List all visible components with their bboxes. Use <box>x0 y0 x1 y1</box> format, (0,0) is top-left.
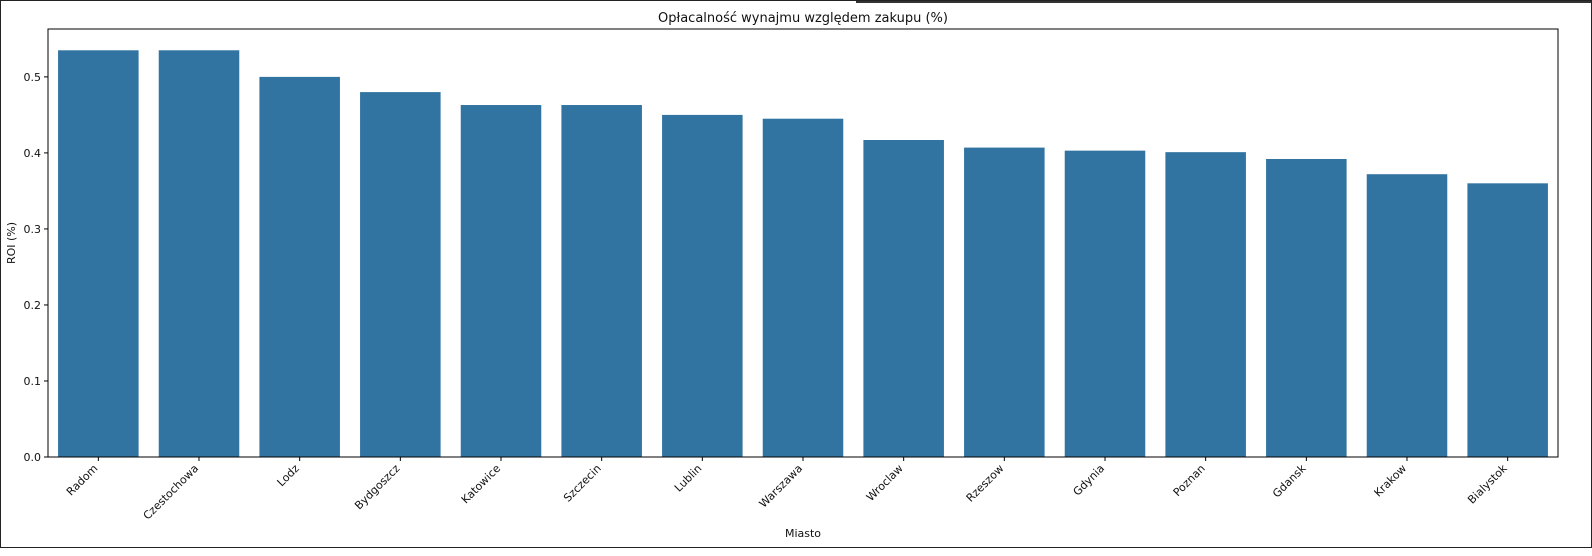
bar <box>158 50 240 457</box>
y-tick-label: 0.1 <box>24 375 42 388</box>
x-tick-label: Bydgoszcz <box>352 462 402 512</box>
y-tick-label: 0.2 <box>24 299 42 312</box>
bar <box>863 139 944 457</box>
bar <box>1064 150 1146 458</box>
x-tick-label: Rzeszow <box>964 462 1007 505</box>
x-tick-label: Katowice <box>459 462 503 506</box>
y-tick-label: 0.5 <box>24 71 42 84</box>
y-tick-label: 0.4 <box>24 147 42 160</box>
x-tick-label: Radom <box>64 462 100 498</box>
x-tick-label: Bialystok <box>1465 461 1510 506</box>
x-tick-label: Gdansk <box>1270 461 1309 500</box>
top-edge-bar <box>856 0 1592 3</box>
y-tick-label: 0.3 <box>24 223 42 236</box>
x-tick-label: Lublin <box>672 462 705 495</box>
x-axis-label: Miasto <box>785 527 821 540</box>
bar <box>360 92 441 458</box>
bar <box>662 114 743 457</box>
x-tick-label: Krakow <box>1372 462 1410 500</box>
plot-area: 0.0 0.1 0.2 0.3 0.4 0.5 Radom Czestochowa Lodz By… <box>24 50 1548 522</box>
bar <box>1467 183 1548 457</box>
axes-frame <box>47 28 1559 458</box>
bar <box>1366 174 1448 457</box>
y-axis-label: ROI (%) <box>5 222 18 264</box>
x-tick-label: Wroclaw <box>864 462 906 504</box>
x-tick-label: Poznan <box>1171 462 1208 499</box>
x-tick-label: Lodz <box>275 462 302 489</box>
bar <box>964 147 1045 457</box>
bar <box>1165 152 1246 457</box>
y-tick-label: 0.0 <box>24 451 42 464</box>
bar <box>259 76 340 457</box>
x-tick-label: Szczecin <box>561 462 604 505</box>
bar <box>58 50 139 457</box>
chart-title: Opłacalność wynajmu względem zakupu (%) <box>658 11 948 26</box>
bar <box>561 105 642 458</box>
bar <box>1266 158 1347 457</box>
x-tick-label: Warszawa <box>757 462 805 510</box>
bar <box>460 105 542 458</box>
x-tick-label: Czestochowa <box>141 462 201 522</box>
bar <box>762 118 844 458</box>
x-tick-label: Gdynia <box>1070 462 1107 499</box>
